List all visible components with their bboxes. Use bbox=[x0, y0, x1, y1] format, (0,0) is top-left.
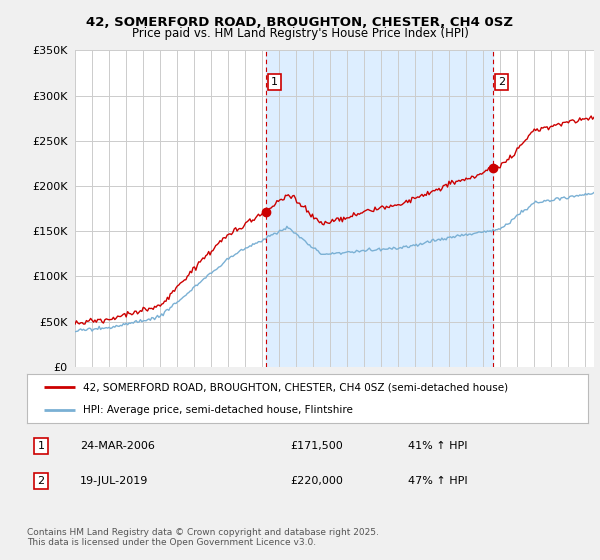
Bar bbox=[266, 50, 493, 367]
Text: 2: 2 bbox=[498, 77, 505, 87]
Text: 47% ↑ HPI: 47% ↑ HPI bbox=[409, 476, 468, 486]
Text: 19-JUL-2019: 19-JUL-2019 bbox=[80, 476, 149, 486]
Text: 24-MAR-2006: 24-MAR-2006 bbox=[80, 441, 155, 451]
Text: HPI: Average price, semi-detached house, Flintshire: HPI: Average price, semi-detached house,… bbox=[83, 405, 353, 416]
Text: 42, SOMERFORD ROAD, BROUGHTON, CHESTER, CH4 0SZ (semi-detached house): 42, SOMERFORD ROAD, BROUGHTON, CHESTER, … bbox=[83, 382, 508, 393]
Text: £171,500: £171,500 bbox=[290, 441, 343, 451]
Text: 41% ↑ HPI: 41% ↑ HPI bbox=[409, 441, 468, 451]
Text: 1: 1 bbox=[38, 441, 44, 451]
Text: Contains HM Land Registry data © Crown copyright and database right 2025.
This d: Contains HM Land Registry data © Crown c… bbox=[27, 528, 379, 547]
Text: 1: 1 bbox=[271, 77, 278, 87]
Text: £220,000: £220,000 bbox=[290, 476, 344, 486]
Text: Price paid vs. HM Land Registry's House Price Index (HPI): Price paid vs. HM Land Registry's House … bbox=[131, 27, 469, 40]
Text: 2: 2 bbox=[37, 476, 44, 486]
Text: 42, SOMERFORD ROAD, BROUGHTON, CHESTER, CH4 0SZ: 42, SOMERFORD ROAD, BROUGHTON, CHESTER, … bbox=[86, 16, 514, 29]
